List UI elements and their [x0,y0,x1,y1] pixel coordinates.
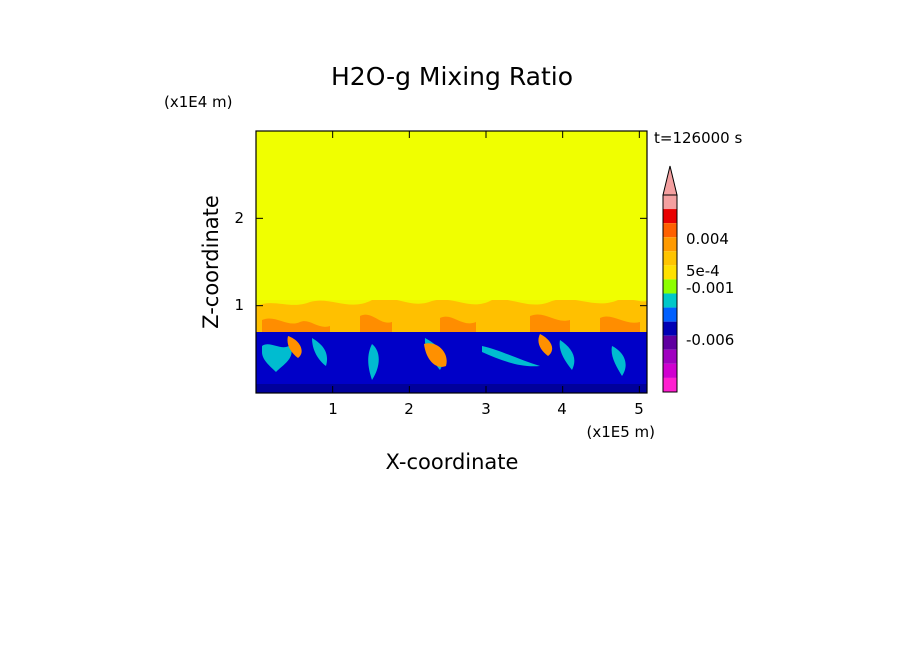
dark-blue-base [256,384,647,393]
colorbar-label-2: 5e-4 [686,262,720,280]
transition-orange-streaks [262,314,640,334]
colorbar-arrow [662,165,678,196]
colorbar [662,165,678,393]
x-tick-label-5: 5 [634,400,644,418]
colorbar-swatch-9 [663,307,677,322]
x-axis-ticks [332,131,640,393]
transition-wave-overlay [256,296,647,306]
chart-title: H2O-g Mixing Ratio [331,62,573,91]
colorbar-swatch-6 [663,265,677,280]
colorbar-swatch-3 [663,223,677,238]
x-axis-label: X-coordinate [386,450,519,474]
y-axis-ticks [256,217,647,307]
y-unit-label: (x1E4 m) [164,93,233,111]
colorbar-frame [662,194,678,393]
x-tick-label-2: 2 [404,400,414,418]
x-tick-label-1: 1 [328,400,338,418]
lower-layer-region [256,332,647,393]
colorbar-swatch-12 [663,349,677,364]
colorbar-label-1: 0.004 [686,230,729,248]
colorbar-swatch-2 [663,209,677,224]
colorbar-swatch-1 [663,195,677,210]
colorbar-label-3: -0.001 [686,279,734,297]
x-unit-label: (x1E5 m) [586,423,655,441]
colorbar-swatch-8 [663,293,677,308]
time-label: t=126000 s [654,129,742,147]
y-tick-label-2: 2 [234,209,244,227]
x-tick-label-4: 4 [557,400,567,418]
y-tick-label-1: 1 [234,296,244,314]
x-tick-label-3: 3 [481,400,491,418]
colorbar-swatch-13 [663,363,677,378]
colorbar-swatch-4 [663,237,677,252]
colorbar-swatch-11 [663,335,677,350]
colorbar-swatch-14 [663,377,677,392]
colorbar-swatch-5 [663,251,677,266]
y-axis-label: Z-coordinate [199,195,223,329]
colorbar-label-4: -0.006 [686,331,734,349]
colorbar-swatch-7 [663,279,677,294]
plot-field [256,131,647,393]
plot-frame [255,130,648,394]
colorbar-swatch-10 [663,321,677,336]
